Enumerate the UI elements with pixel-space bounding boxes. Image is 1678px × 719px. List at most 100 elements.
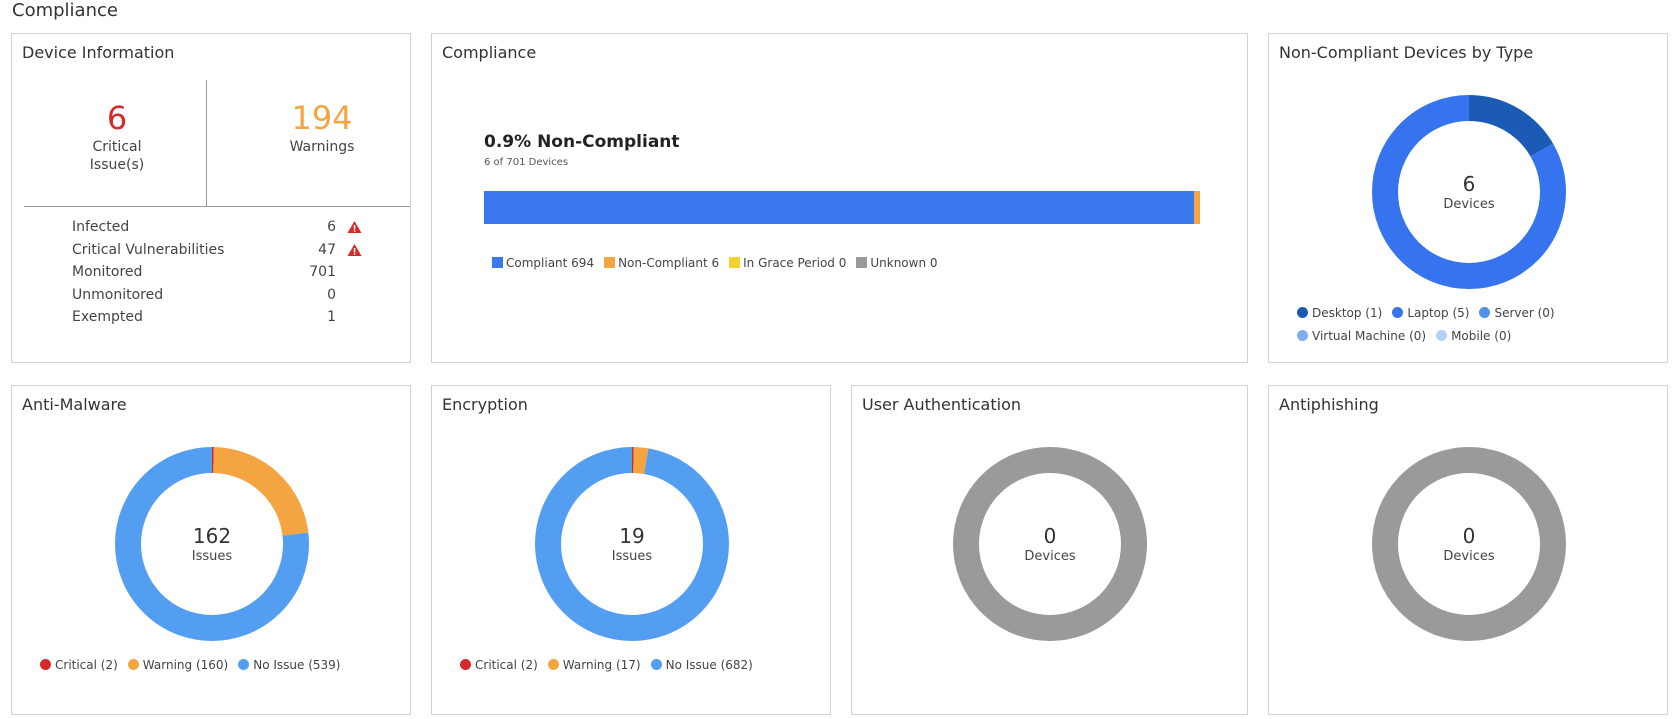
legend-item[interactable]: No Issue (539) bbox=[238, 654, 340, 677]
donut-value: 162 bbox=[192, 524, 232, 548]
device-stat-row[interactable]: Unmonitored 0 bbox=[72, 284, 362, 306]
row-value: 701 bbox=[309, 264, 336, 280]
legend-label: Desktop (1) bbox=[1312, 306, 1383, 320]
device-type-legend: Desktop (1) Laptop (5) Server (0) Virtual M… bbox=[1297, 302, 1627, 348]
row-value: 6 bbox=[327, 219, 336, 235]
compliance-card: Compliance 0.9% Non-Compliant 6 of 701 D… bbox=[431, 33, 1248, 363]
legend-item[interactable]: No Issue (682) bbox=[650, 654, 753, 677]
compliance-bar[interactable] bbox=[484, 191, 1200, 224]
legend-label: Unknown 0 bbox=[870, 256, 938, 270]
row-label: Critical Vulnerabilities bbox=[72, 241, 225, 258]
anti-malware-donut[interactable] bbox=[112, 444, 312, 644]
anti-malware-legend: Critical (2) Warning (160) No Issue (539) bbox=[40, 654, 350, 677]
legend-item[interactable]: Compliant 694 bbox=[492, 256, 594, 270]
divider bbox=[206, 80, 207, 206]
card-title: Compliance bbox=[442, 43, 537, 62]
legend-item[interactable]: Laptop (5) bbox=[1392, 302, 1469, 325]
antiphishing-card: Antiphishing 0 Devices bbox=[1268, 385, 1668, 715]
compliance-subline: 6 of 701 Devices bbox=[484, 157, 569, 168]
donut-unit: Issues bbox=[611, 549, 653, 564]
warnings-label: Warnings bbox=[289, 139, 355, 155]
legend-swatch bbox=[492, 257, 503, 268]
legend-dot bbox=[127, 659, 139, 670]
legend-item[interactable]: Critical (2) bbox=[40, 654, 118, 677]
donut-ring bbox=[1372, 447, 1566, 641]
legend-dot bbox=[1436, 330, 1448, 341]
card-title: User Authentication bbox=[862, 395, 1022, 414]
legend-label: Server (0) bbox=[1494, 306, 1555, 320]
legend-dot bbox=[40, 659, 51, 670]
legend-item[interactable]: Non-Compliant 6 bbox=[604, 256, 719, 270]
legend-dot bbox=[460, 659, 471, 670]
legend-dot bbox=[1297, 307, 1308, 318]
card-title: Encryption bbox=[442, 395, 528, 414]
legend-dot bbox=[1297, 330, 1308, 341]
warnings-stat[interactable]: 194 Warnings bbox=[247, 98, 397, 156]
donut-value: 0 bbox=[1043, 524, 1057, 548]
legend-label: Laptop (5) bbox=[1407, 306, 1470, 320]
legend-label: No Issue (682) bbox=[665, 658, 753, 672]
critical-issues-label-2: Issue(s) bbox=[89, 157, 145, 173]
legend-dot bbox=[547, 659, 559, 670]
legend-swatch bbox=[729, 257, 741, 268]
donut-center: 0 Devices bbox=[1409, 524, 1529, 566]
row-label: Unmonitored bbox=[72, 286, 164, 303]
row-label: Exempted bbox=[72, 309, 143, 325]
legend-swatch bbox=[856, 257, 868, 268]
encryption-card: Encryption 19 Issues Critical (2) Warning… bbox=[431, 385, 831, 715]
page-title: Compliance bbox=[12, 0, 118, 21]
device-stat-row[interactable]: Exempted 1 bbox=[72, 306, 362, 328]
row-value: 0 bbox=[327, 286, 336, 303]
user-authentication-donut[interactable] bbox=[950, 444, 1150, 644]
device-stat-row[interactable]: Critical Vulnerabilities 47 bbox=[72, 239, 362, 261]
legend-dot bbox=[1392, 307, 1404, 318]
donut-center: 162 Issues bbox=[152, 524, 272, 566]
legend-item[interactable]: Warning (17) bbox=[547, 654, 641, 677]
donut-unit: Issues bbox=[191, 549, 233, 564]
noncompliant-by-type-card: Non-Compliant Devices by Type 6 Devices … bbox=[1268, 33, 1668, 363]
user-authentication-card: User Authentication 0 Devices bbox=[851, 385, 1248, 715]
donut-ring bbox=[953, 447, 1147, 641]
donut-value: 19 bbox=[619, 524, 645, 548]
legend-item[interactable]: Virtual Machine (0) bbox=[1297, 325, 1426, 348]
legend-label: Non-Compliant 6 bbox=[618, 256, 720, 270]
non-compliant-segment[interactable] bbox=[1194, 191, 1200, 224]
legend-item[interactable]: Desktop (1) bbox=[1297, 302, 1382, 325]
legend-label: No Issue (539) bbox=[253, 658, 341, 672]
card-title: Antiphishing bbox=[1279, 395, 1379, 414]
donut-value: 6 bbox=[1462, 172, 1476, 196]
critical-issues-stat[interactable]: 6 Critical Issue(s) bbox=[42, 98, 192, 174]
row-label: Infected bbox=[72, 219, 130, 235]
donut-center: 19 Issues bbox=[572, 524, 692, 566]
device-information-card: Device Information 6 Critical Issue(s) 1… bbox=[11, 33, 411, 363]
donut-center: 6 Devices bbox=[1409, 172, 1529, 214]
device-stat-row[interactable]: Infected 6 bbox=[72, 216, 362, 238]
divider bbox=[24, 206, 410, 207]
donut-center: 0 Devices bbox=[990, 524, 1110, 566]
compliance-legend: Compliant 694 Non-Compliant 6 In Grace Per… bbox=[492, 256, 938, 270]
legend-dot bbox=[1479, 307, 1491, 318]
legend-item[interactable]: Critical (2) bbox=[460, 654, 538, 677]
legend-label: In Grace Period 0 bbox=[743, 256, 847, 270]
legend-dot bbox=[650, 659, 662, 670]
antiphishing-donut[interactable] bbox=[1369, 444, 1569, 644]
legend-item[interactable]: Mobile (0) bbox=[1436, 325, 1511, 348]
compliance-headline: 0.9% Non-Compliant bbox=[484, 132, 680, 152]
legend-item[interactable]: Server (0) bbox=[1479, 302, 1555, 325]
card-title: Anti-Malware bbox=[22, 395, 127, 414]
encryption-donut[interactable] bbox=[532, 444, 732, 644]
legend-item[interactable]: Warning (160) bbox=[127, 654, 229, 677]
legend-item[interactable]: Unknown 0 bbox=[856, 256, 938, 270]
legend-label: Warning (160) bbox=[142, 658, 229, 672]
legend-dot bbox=[238, 659, 250, 670]
legend-label: Mobile (0) bbox=[1451, 329, 1512, 343]
device-type-donut[interactable] bbox=[1369, 92, 1569, 292]
device-stat-row[interactable]: Monitored 701 bbox=[72, 261, 362, 283]
legend-item[interactable]: In Grace Period 0 bbox=[729, 256, 846, 270]
donut-segment[interactable] bbox=[115, 447, 309, 641]
anti-malware-card: Anti-Malware 162 Issues Critical (2) Warn… bbox=[11, 385, 411, 715]
row-value: 47 bbox=[318, 241, 336, 258]
legend-label: Warning (17) bbox=[562, 658, 641, 672]
donut-segment[interactable] bbox=[1372, 95, 1566, 289]
donut-segment[interactable] bbox=[535, 447, 729, 641]
